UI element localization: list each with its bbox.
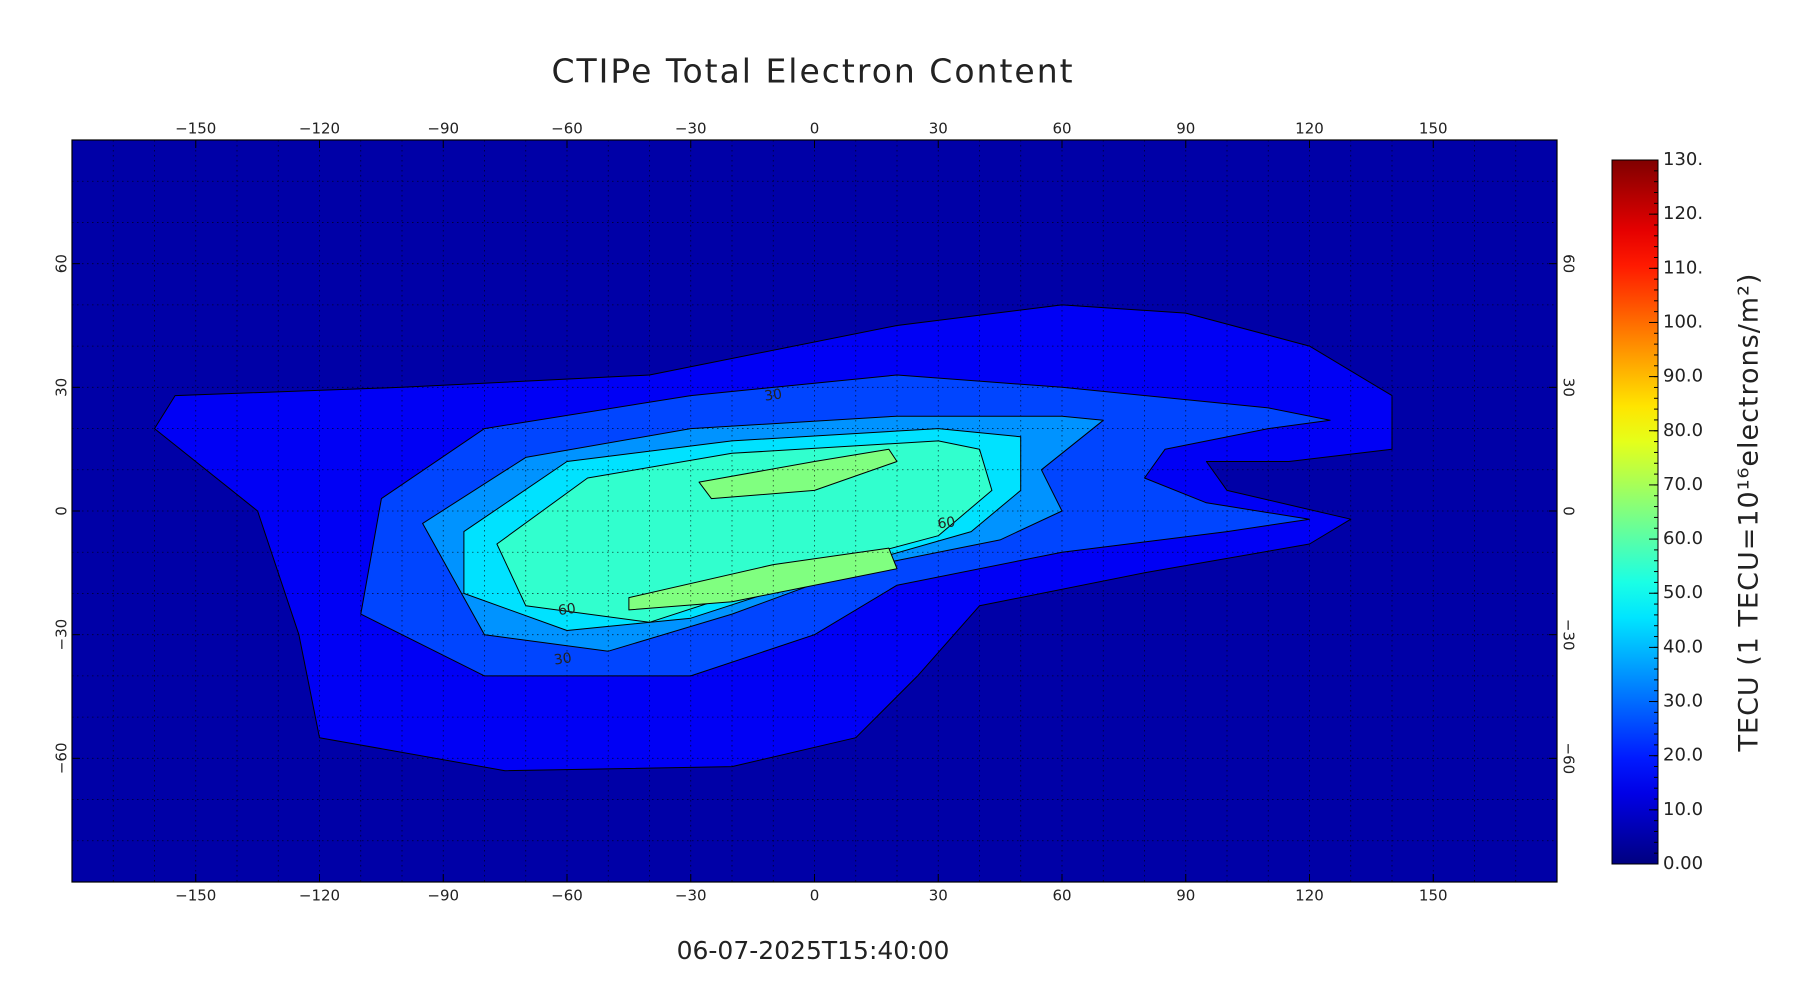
x-tick-label: 30 (929, 887, 948, 905)
colorbar-tick-label: 120. (1663, 203, 1703, 224)
contour-label: 60 (937, 514, 957, 532)
contour-label: 60 (557, 601, 577, 619)
axes: −150−150−120−120−90−90−60−60−30−30003030… (53, 120, 1765, 905)
y-tick-label: 30 (53, 378, 71, 397)
colorbar-tick-label: 60.0 (1663, 528, 1703, 549)
x-tick-label: 30 (929, 120, 948, 138)
colorbar-tick-label: 80.0 (1663, 420, 1703, 441)
x-tick-label: 60 (1052, 887, 1071, 905)
x-tick-label: −60 (551, 887, 583, 905)
colorbar-tick-label: 50.0 (1663, 582, 1703, 603)
colorbar-tick-label: 100. (1663, 311, 1703, 332)
x-tick-label: 60 (1052, 120, 1071, 138)
colorbar-label: TECU (1 TECU=10¹⁶electrons/m²) (1734, 273, 1765, 753)
x-tick-label: 120 (1295, 120, 1324, 138)
x-tick-label: 120 (1295, 887, 1324, 905)
x-tick-label: 0 (810, 887, 820, 905)
contour-band (628, 547, 898, 611)
x-tick-label: −120 (299, 120, 340, 138)
y-tick-label: 60 (53, 254, 71, 273)
colorbar-tick-label: 0.00 (1663, 853, 1703, 874)
x-tick-label: 150 (1419, 120, 1448, 138)
contour-label: 30 (553, 650, 573, 668)
x-tick-label: 90 (1176, 120, 1195, 138)
chart-title: CTIPe Total Electron Content (551, 52, 1074, 91)
colorbar-tick-label: 10.0 (1663, 799, 1703, 820)
colorbar-tick-label: 40.0 (1663, 636, 1703, 657)
x-tick-label: −30 (675, 120, 707, 138)
x-tick-label: −90 (427, 120, 459, 138)
y-tick-label: −30 (53, 619, 71, 651)
x-tick-label: −120 (299, 887, 340, 905)
timestamp: 06-07-2025T15:40:00 (677, 936, 950, 965)
x-tick-label: 0 (810, 120, 820, 138)
y-tick-label: 0 (53, 506, 71, 516)
colorbar-tick-label: 90.0 (1663, 366, 1703, 387)
colorbar-tick-label: 20.0 (1663, 745, 1703, 766)
contour-label: 30 (763, 386, 783, 404)
x-tick-label: −90 (427, 887, 459, 905)
map-area: 30 60 60 30 (72, 140, 1557, 882)
y-tick-label: −30 (1560, 619, 1578, 651)
colorbar-tick-label: 70.0 (1663, 474, 1703, 495)
x-tick-label: −150 (175, 120, 216, 138)
x-tick-label: 90 (1176, 887, 1195, 905)
colorbar (1611, 159, 1659, 865)
y-tick-label: 30 (1560, 378, 1578, 397)
x-tick-label: −150 (175, 887, 216, 905)
y-tick-label: 60 (1560, 254, 1578, 273)
y-tick-label: −60 (1560, 743, 1578, 775)
colorbar-tick-label: 30.0 (1663, 691, 1703, 712)
colorbar-tick-label: 130. (1663, 149, 1703, 170)
x-tick-label: −30 (675, 887, 707, 905)
x-tick-label: −60 (551, 120, 583, 138)
contour-band (496, 440, 993, 623)
x-tick-label: 150 (1419, 887, 1448, 905)
y-tick-label: 0 (1560, 506, 1578, 516)
colorbar-tick-label: 110. (1663, 257, 1703, 278)
y-tick-label: −60 (53, 743, 71, 775)
